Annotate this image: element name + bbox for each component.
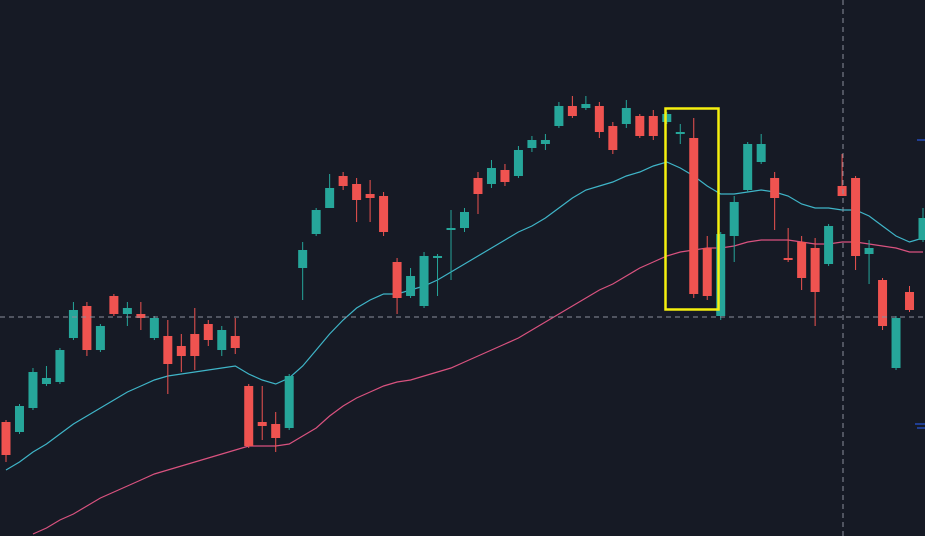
candle-body (1, 422, 11, 455)
candle-body (486, 168, 496, 184)
candle-body (446, 228, 456, 230)
candle-body (352, 184, 362, 200)
candle-body (203, 324, 213, 340)
candle-body (136, 314, 146, 318)
candle-body (689, 138, 699, 294)
candle-body (190, 334, 200, 356)
candle-body (244, 386, 254, 446)
candle-body (149, 318, 159, 338)
candle-body (28, 372, 38, 408)
candle-body (851, 178, 861, 256)
candle-body (41, 378, 51, 384)
candle-body (810, 248, 820, 292)
candle-body (379, 196, 389, 232)
candle-body (702, 248, 712, 296)
candle-body (298, 250, 308, 268)
candle-body (918, 218, 925, 240)
candle-body (163, 336, 173, 364)
candle-body (230, 336, 240, 348)
candle-body (176, 346, 186, 356)
candle-body (14, 406, 24, 432)
candle-body (743, 144, 753, 190)
candle-body (567, 106, 577, 116)
candle-body (55, 350, 65, 382)
candle-body (824, 226, 834, 264)
candle-body (662, 114, 672, 122)
candle-body (594, 106, 604, 132)
moving-average-line (32, 239, 923, 535)
candle-body (581, 104, 591, 108)
candle-body (419, 256, 429, 306)
candle-body (406, 276, 416, 296)
candle-body (284, 376, 294, 428)
candle-body (473, 178, 483, 194)
candle-body (217, 330, 227, 350)
candle-body (540, 140, 550, 144)
candle-body (608, 126, 618, 150)
candle-body (338, 176, 348, 186)
candle-body (257, 422, 267, 426)
candle-body (716, 234, 726, 316)
candle-body (365, 194, 375, 198)
highlight-box (664, 107, 720, 311)
candle-body (82, 306, 92, 350)
candle-body (797, 242, 807, 278)
candle-body (271, 424, 281, 438)
candle-body (783, 258, 793, 260)
candle-body (109, 296, 119, 314)
candle-body (770, 178, 780, 198)
candle-body (837, 186, 847, 196)
candle-body (756, 144, 766, 162)
candle-body (648, 116, 658, 136)
candle-body (729, 202, 739, 236)
candle-body (392, 262, 402, 298)
candle-body (891, 318, 901, 368)
candle-body (122, 308, 132, 314)
candle-body (675, 132, 685, 134)
candle-body (878, 280, 888, 326)
candle-body (864, 248, 874, 254)
candle-body (325, 188, 335, 208)
candle-body (433, 256, 443, 258)
candle-body (513, 150, 523, 176)
candle-body (68, 310, 78, 338)
candle-body (500, 170, 510, 182)
candle-body (460, 212, 469, 228)
candle-body (621, 108, 631, 124)
candle-body (554, 106, 564, 126)
candle-body (905, 292, 915, 310)
candle-body (95, 326, 105, 350)
candle-body (311, 210, 321, 234)
candle-body (635, 116, 645, 136)
plot-area (1, 96, 925, 535)
candle-body (527, 140, 537, 148)
